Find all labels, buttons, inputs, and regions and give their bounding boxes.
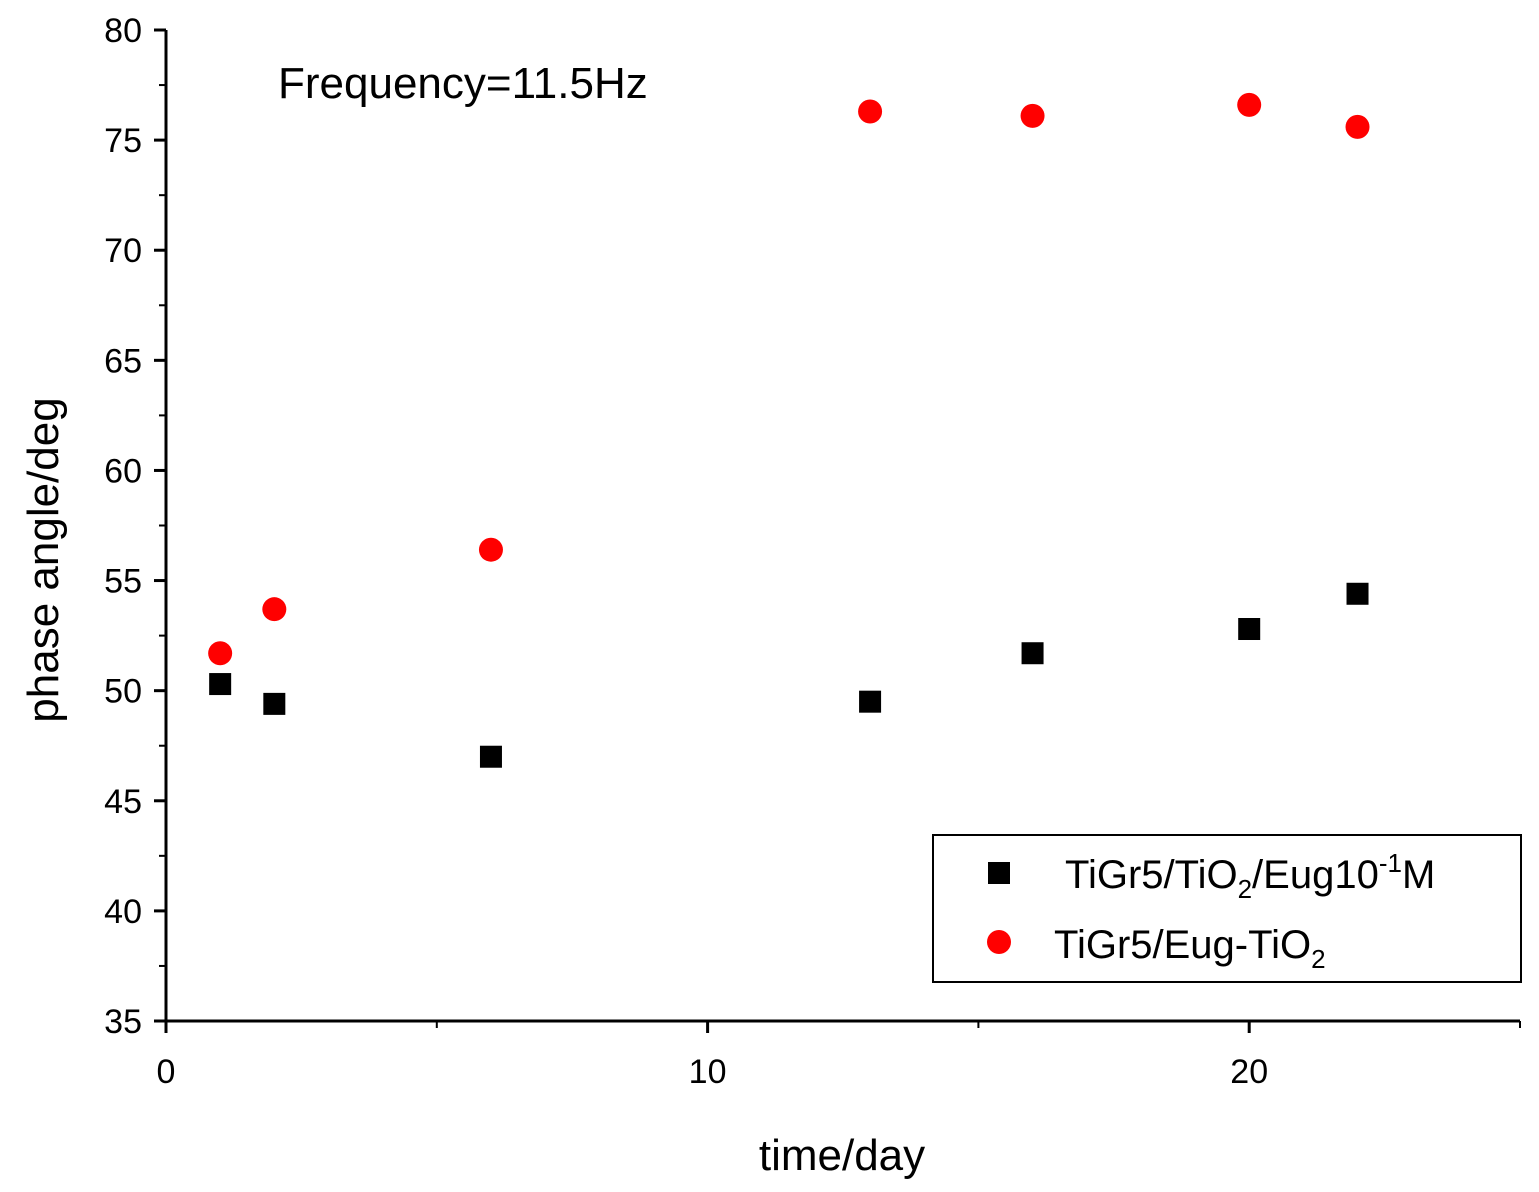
legend-label-series-1: TiGr5/TiO2/Eug10-1M bbox=[1065, 848, 1435, 904]
x-axis-title: time/day bbox=[759, 1131, 925, 1180]
y-tick-label: 80 bbox=[104, 12, 142, 50]
data-point-square bbox=[1021, 642, 1044, 665]
frequency-annotation: Frequency=11.5Hz bbox=[278, 59, 648, 108]
x-tick-label: 20 bbox=[1230, 1053, 1268, 1091]
x-tick-label: 10 bbox=[689, 1053, 727, 1091]
legend-marker-square bbox=[988, 862, 1010, 884]
y-tick-label: 55 bbox=[104, 563, 142, 601]
data-point-square bbox=[859, 690, 882, 713]
data-point-square bbox=[1238, 618, 1261, 641]
data-point-circle bbox=[262, 597, 287, 622]
y-tick-label: 70 bbox=[104, 232, 142, 270]
data-point-circle bbox=[1020, 103, 1045, 128]
y-tick-label: 35 bbox=[104, 1003, 142, 1041]
y-axis-title: phase angle/deg bbox=[19, 397, 68, 722]
ticks: 35 40 45 50 55 60 65 70 75 80 0 10 20 bbox=[104, 12, 1521, 1091]
x-tick-label: 0 bbox=[157, 1053, 176, 1091]
y-tick-label: 50 bbox=[104, 673, 142, 711]
legend-marker-circle bbox=[987, 930, 1011, 954]
y-tick-label: 40 bbox=[104, 893, 142, 931]
y-tick-label: 60 bbox=[104, 452, 142, 490]
data-point-circle bbox=[1237, 92, 1262, 117]
data-point-square bbox=[479, 745, 502, 768]
data-point-circle bbox=[1345, 114, 1370, 139]
data-point-circle bbox=[208, 641, 233, 666]
data-point-circle bbox=[478, 537, 503, 562]
legend-label-series-2: TiGr5/Eug-TiO2 bbox=[1054, 923, 1326, 974]
data-point-square bbox=[209, 673, 232, 696]
y-tick-label: 65 bbox=[104, 342, 142, 380]
legend-box bbox=[932, 834, 1522, 983]
data-point-square bbox=[1346, 582, 1369, 605]
y-tick-label: 45 bbox=[104, 783, 142, 821]
data-point-square bbox=[263, 692, 286, 715]
y-tick-label: 75 bbox=[104, 122, 142, 160]
data-point-circle bbox=[858, 99, 883, 124]
data-marks bbox=[208, 92, 1370, 768]
legend: TiGr5/TiO2/Eug10-1M TiGr5/Eug-TiO2 bbox=[932, 834, 1522, 983]
